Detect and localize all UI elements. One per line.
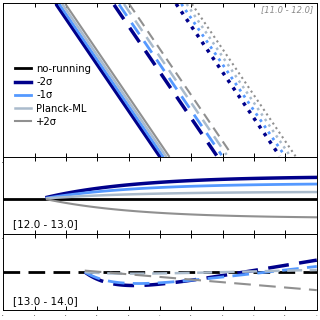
Legend: no-running, -2σ, -1σ, Planck-ML, +2σ: no-running, -2σ, -1σ, Planck-ML, +2σ xyxy=(11,60,95,131)
Text: [13.0 - 14.0]: [13.0 - 14.0] xyxy=(12,296,77,306)
Text: [11.0 - 12.0]: [11.0 - 12.0] xyxy=(261,5,314,14)
Text: [12.0 - 13.0]: [12.0 - 13.0] xyxy=(12,219,77,229)
